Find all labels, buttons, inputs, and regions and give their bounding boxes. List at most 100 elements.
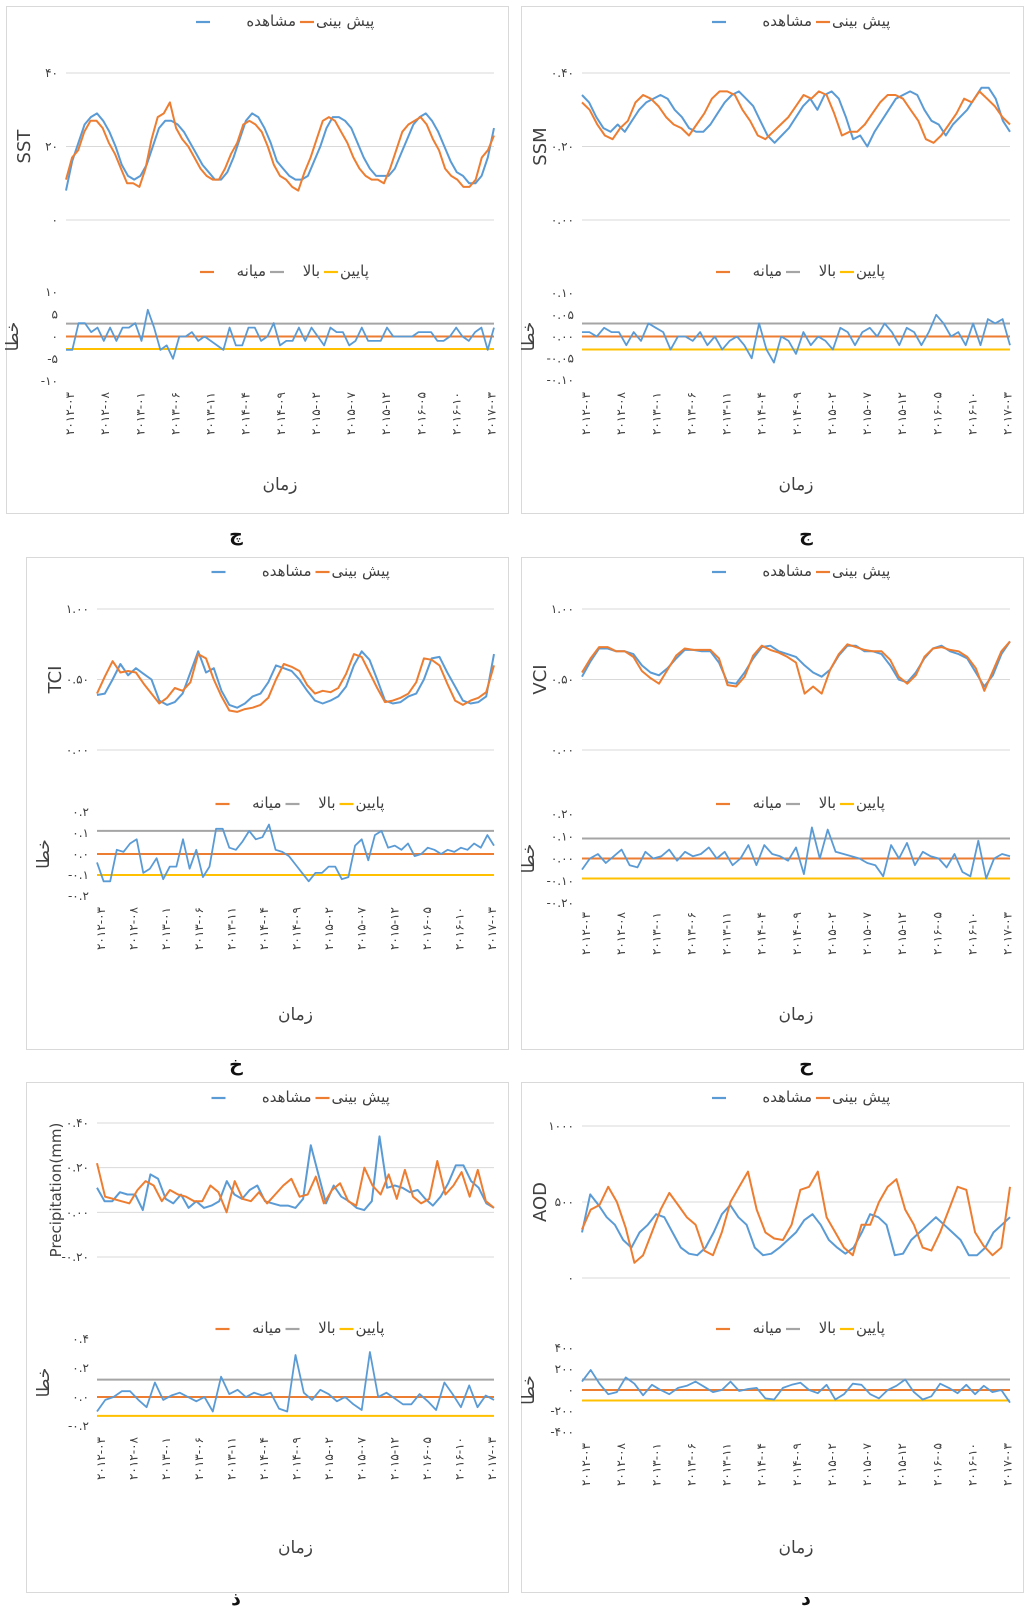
ssm-date-tick-label: ۲۰۱۲-۰۸ [614,391,628,435]
precip-date-tick-label: ۲۰۱۵-۱۲ [387,1437,401,1480]
precip-series-predicted-line [96,1160,495,1214]
ssm-error-ytick-label: -۰.۰۵ [547,351,574,365]
precip-date-tick-label: ۲۰۱۲-۰۸ [127,1436,141,1480]
panel-frame-tci [26,557,509,1050]
aod-date-tick-label: ۲۰۱۴-۰۹ [790,1443,804,1486]
vci-date-tick-label: ۲۰۱۳-۰۱ [649,912,663,955]
sst-date-tick-label: ۲۰۱۶-۰۵ [414,392,428,435]
tci-legend-lower-label: پایین [356,794,385,813]
sst-error-ytick-label: ۵ [52,307,58,321]
tci-date-tick-label: ۲۰۱۵-۱۲ [387,907,401,950]
ssm-date-tick-label: ۲۰۱۵-۰۲ [825,392,839,435]
ssm-ytick-label: ۰.۰۰ [551,213,574,227]
tci-date-tick-label: ۲۰۱۶-۱۰ [452,907,466,950]
vci-date-tick-label: ۲۰۱۶-۱۰ [965,912,979,955]
ssm-date-tick-label: ۲۰۱۴-۰۴ [755,392,769,435]
tci-ytick-label: ۱.۰۰ [66,602,89,616]
sst-ytick-label: ۰ [52,213,58,227]
aod-error-ytick-label: ۰ [568,1383,574,1397]
vci-error-ytick-label: ۰.۲۰ [551,807,574,821]
ssm-date-tick-label: ۲۰۱۳-۱۱ [720,392,734,435]
ssm-date-tick-label: ۲۰۱۳-۰۱ [649,392,663,435]
ssm-ytick-label: ۰.۴۰ [551,66,574,80]
vci-date-tick-label: ۲۰۱۳-۱۱ [720,912,734,955]
vci-date-tick-label: ۲۰۱۷-۰۳ [1001,911,1015,955]
aod-xlabel: زمان [779,1538,814,1558]
panel-frame-ssm [521,6,1024,514]
vci-error-ytick-label: -۰.۲۰ [547,896,574,910]
aod-date-tick-label: ۲۰۱۷-۰۳ [1001,1442,1015,1486]
aod-legend-lower-label: پایین [856,1319,885,1338]
panel-frame-vci [521,557,1024,1050]
aod-series-predicted-line [581,1170,1011,1264]
sst-date-tick-label: ۲۰۱۴-۰۴ [239,392,253,435]
aod-legend-mean-label: میانه [753,1319,782,1337]
ssm-date-tick-label: ۲۰۱۵-۱۲ [895,392,909,435]
aod-ytick-label: ۱۰۰۰ [548,1119,574,1133]
vci-date-tick-label: ۲۰۱۴-۰۹ [790,912,804,955]
caption-sst: چ [229,524,243,546]
tci-error-ytick-label: -۰.۲ [68,889,89,903]
tci-ytick-label: ۰.۰۰ [66,743,89,757]
precip-error-ytick-label: ۰.۴ [72,1332,89,1346]
sst-date-tick-label: ۲۰۱۴-۰۹ [274,392,288,435]
ssm-error-series-line [582,313,1011,364]
precip-error-ytick-label: ۰.۰ [72,1390,89,1404]
vci-date-tick-label: ۲۰۱۵-۱۲ [895,912,909,955]
tci-error-ylabel: خطا [34,839,54,869]
tci-error-series-line [96,823,495,883]
precip-legend-predicted-label: پیش بینی [332,1088,390,1107]
aod-error-series-line [581,1369,1011,1404]
aod-error-ytick-label: ۲۰۰ [555,1362,574,1376]
precip-date-tick-label: ۲۰۱۳-۰۱ [159,1437,173,1480]
tci-date-tick-label: ۲۰۱۷-۰۳ [485,906,499,950]
vci-ytick-label: ۰.۰۰ [551,743,574,757]
precip-error-ytick-label: -۰.۲ [68,1419,89,1433]
ssm-date-tick-label: ۲۰۱۴-۰۹ [790,392,804,435]
aod-date-tick-label: ۲۰۱۳-۱۱ [720,1443,734,1486]
ssm-error-ylabel: خطا [519,322,539,352]
ssm-date-tick-label: ۲۰۱۶-۱۰ [965,392,979,435]
sst-date-tick-label: ۲۰۱۷-۰۳ [485,391,499,435]
tci-ylabel: TCI [45,666,66,695]
aod-ytick-label: ۰ [568,1271,574,1285]
aod-error-ytick-label: ۴۰۰ [555,1341,574,1355]
aod-error-ylabel: خطا [519,1375,539,1405]
vci-legend-lower-label: پایین [856,794,885,813]
caption-ssm: ج [799,524,813,546]
sst-date-tick-label: ۲۰۱۲-۰۸ [98,391,112,435]
sst-legend-upper-label: بالا [303,262,320,280]
sst-legend-observed-label: مشاهده [246,12,296,30]
caption-aod: د [801,1588,811,1610]
aod-error-ytick-label: -۴۰۰ [550,1425,574,1439]
sst-legend-predicted-label: پیش بینی [316,12,374,31]
aod-date-tick-label: ۲۰۱۶-۱۰ [965,1443,979,1486]
aod-date-tick-label: ۲۰۱۲-۰۸ [614,1442,628,1486]
precip-ytick-label: ۰.۲۰ [66,1161,89,1175]
tci-date-tick-label: ۲۰۱۶-۰۵ [420,907,434,950]
precip-legend-lower-label: پایین [356,1319,385,1338]
vci-date-tick-label: ۲۰۱۵-۰۷ [860,911,874,955]
tci-xlabel: زمان [278,1005,313,1025]
vci-legend-predicted-label: پیش بینی [832,562,890,581]
panel-frame-aod [521,1082,1024,1593]
ssm-error-ytick-label: ۰.۰۵ [551,308,574,322]
precip-date-tick-label: ۲۰۱۶-۱۰ [452,1437,466,1480]
precip-date-tick-label: ۲۰۱۴-۰۹ [290,1437,304,1480]
ssm-legend-lower-label: پایین [856,262,885,281]
vci-ylabel: VCI [530,664,551,694]
precip-ytick-label: -۰.۲۰ [62,1250,89,1264]
sst-ytick-label: ۲۰ [45,140,58,154]
vci-ytick-label: ۰.۵۰ [551,673,574,687]
vci-date-tick-label: ۲۰۱۵-۰۲ [825,912,839,955]
aod-date-tick-label: ۲۰۱۳-۰۱ [649,1443,663,1486]
ssm-xlabel: زمان [779,475,814,495]
tci-date-tick-label: ۲۰۱۲-۰۳ [94,906,108,950]
precip-error-series-line [96,1351,495,1413]
ssm-legend-mean-label: میانه [753,262,782,280]
aod-date-tick-label: ۲۰۱۶-۰۵ [930,1443,944,1486]
caption-precip: ذ [231,1588,241,1610]
tci-date-tick-label: ۲۰۱۴-۰۹ [290,907,304,950]
sst-ylabel: SST [14,129,35,164]
